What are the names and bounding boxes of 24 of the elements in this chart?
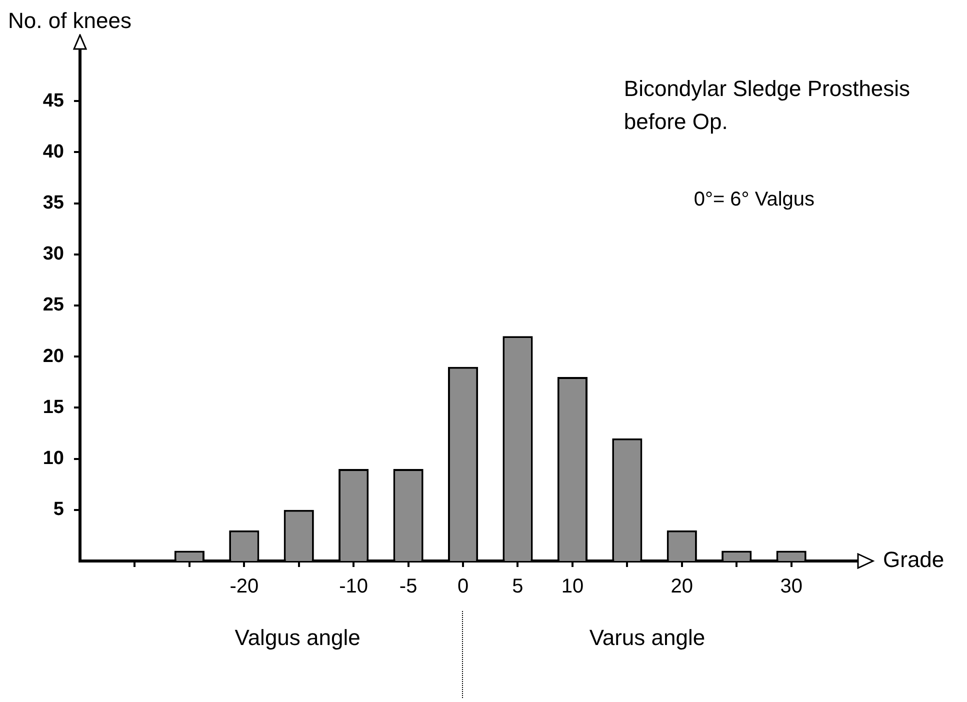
annotation: before Op. (624, 109, 728, 134)
annotation: 0°= 6° Valgus (694, 188, 815, 211)
x-tick-label: -20 (230, 576, 259, 598)
x-tick-label: 20 (670, 576, 694, 598)
text: Varus angle (589, 625, 706, 650)
annotation: Bicondylar Sledge Prosthesis (624, 76, 910, 102)
y-tick-label: 30 (42, 244, 64, 265)
x-tick-label: 5 (512, 576, 524, 598)
y-tick-label: 25 (42, 294, 64, 316)
y-tick-label: 35 (42, 192, 64, 214)
y-tick-label: 15 (42, 396, 64, 418)
x-axis-title: Grade (883, 547, 944, 572)
y-tick-label: 45 (42, 90, 64, 112)
y-axis-title: No. of knees (8, 8, 132, 34)
x-tick-label: 0 (457, 576, 469, 598)
x-tick-label: 30 (780, 576, 802, 598)
x-tick-label: -5 (399, 576, 418, 598)
y-tick-label: 5 (53, 499, 64, 520)
text: Valgus angle (234, 625, 360, 650)
x-tick-label: 10 (561, 576, 584, 598)
y-tick-label: 40 (42, 141, 64, 162)
y-tick-label: 20 (42, 346, 64, 367)
y-tick-label: 10 (42, 448, 64, 470)
x-tick-label: -10 (339, 576, 368, 598)
